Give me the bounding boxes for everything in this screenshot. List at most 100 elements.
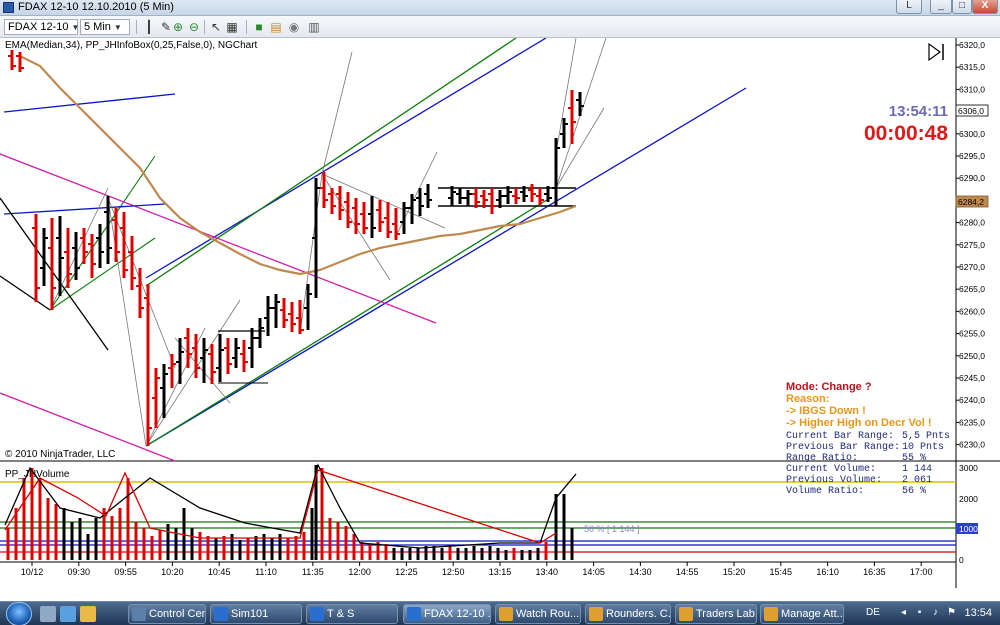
pen-icon[interactable]: ✎ <box>160 20 172 34</box>
volume-icon[interactable]: ♪ <box>933 607 938 618</box>
chart-area[interactable]: 6320,06315,06310,06305,06300,06295,06290… <box>0 37 1000 601</box>
chart-trader-icon[interactable]: ▥ <box>308 20 320 34</box>
ohlc-bar <box>568 90 576 144</box>
properties-icon[interactable]: ▦ <box>226 20 238 34</box>
ohlc-bar <box>416 188 424 216</box>
taskbar-button[interactable]: T & S <box>306 604 398 624</box>
volume-trend-black <box>4 463 577 549</box>
info-stat-label: Volume Ratio: <box>786 486 865 497</box>
volume-bar <box>376 542 380 560</box>
time-tick-label: 14:05 <box>582 567 605 577</box>
magenta-trendline-lower[interactable] <box>0 392 176 462</box>
indicator-label: EMA(Median,34), PP_JHInfoBox(0,25,False,… <box>5 40 258 51</box>
restore-button[interactable]: L <box>896 0 922 14</box>
taskbar-button[interactable]: Manage Att... <box>760 604 844 624</box>
system-tray: DE ◂ ▪ ♪ ⚑ 13:54 <box>850 602 1000 625</box>
time-tick-label: 11:10 <box>255 567 277 577</box>
network-icon[interactable]: ▪ <box>917 607 922 618</box>
tray-arrow-icon[interactable]: ◂ <box>900 607 907 618</box>
data-box-icon[interactable]: ■ <box>255 20 263 34</box>
volume-tick-label: 3000 <box>959 463 978 473</box>
ohlc-bar <box>96 224 104 268</box>
copyright-label: © 2010 NinjaTrader, LLC <box>5 449 115 460</box>
info-stat-label: Previous Bar Range: <box>786 442 901 453</box>
internet-explorer-icon[interactable] <box>60 606 76 622</box>
volume-bar <box>294 536 298 560</box>
chart-toolbar: FDAX 12-10 ▼ 5 Min ▼ ┃ ✎ ⊕ ⊖ ↖ ▦ ■ ▤ ◉ ▥ <box>0 16 1000 38</box>
strategies-icon[interactable]: ◉ <box>288 20 300 34</box>
volume-bar <box>544 542 548 560</box>
app-icon <box>132 607 146 621</box>
taskbar-button[interactable]: FDAX 12-10 ... <box>403 604 491 624</box>
taskbar-button[interactable]: Traders Lab... <box>675 604 757 624</box>
green-channel-upper[interactable] <box>145 37 517 287</box>
volume-bar <box>110 516 114 560</box>
volume-bar <box>368 544 372 560</box>
volume-bar <box>254 536 258 560</box>
taskbar-button[interactable]: Control Cen... <box>128 604 206 624</box>
flag-icon[interactable]: ⚑ <box>947 607 956 618</box>
folder-icon[interactable] <box>80 606 96 622</box>
system-clock[interactable]: 13:54 <box>964 607 992 619</box>
magenta-trendline[interactable] <box>0 153 437 324</box>
volume-bar <box>6 528 10 560</box>
info-stat-label: Current Bar Range: <box>786 431 895 442</box>
cursor-icon[interactable]: ↖ <box>210 20 222 34</box>
green-channel-lower[interactable] <box>145 197 551 447</box>
blue-channel-upper[interactable] <box>145 37 547 279</box>
volume-bar <box>562 494 566 560</box>
volume-bar <box>262 534 266 560</box>
chart-canvas[interactable]: 6320,06315,06310,06305,06300,06295,06290… <box>0 37 1000 601</box>
volume-bar <box>222 536 226 560</box>
start-button[interactable] <box>6 602 32 625</box>
ohlc-bar <box>64 228 72 288</box>
play-next-icon[interactable] <box>928 42 944 62</box>
show-desktop-icon[interactable] <box>40 606 56 622</box>
taskbar-button[interactable]: Sim101 <box>210 604 302 624</box>
zoom-in-icon[interactable]: ⊕ <box>172 20 184 34</box>
volume-bar <box>314 465 318 560</box>
language-indicator[interactable]: DE <box>866 607 880 618</box>
ohlc-bar <box>480 190 488 208</box>
time-tick-label: 12:50 <box>442 567 465 577</box>
price-axis: 6320,06315,06310,06305,06300,06295,06290… <box>956 40 985 450</box>
toolbar-separator <box>136 20 137 34</box>
blue-line-left-mid[interactable] <box>3 203 166 215</box>
ohlc-bar <box>560 118 568 148</box>
bar-style-icon[interactable]: ┃ <box>145 20 153 34</box>
info-stat-value: 55 % <box>902 453 927 464</box>
ohlc-bar <box>264 296 272 336</box>
zoom-out-icon[interactable]: ⊖ <box>188 20 200 34</box>
volume-bar <box>182 508 186 560</box>
volume-bar <box>408 548 412 560</box>
svg-text:1000: 1000 <box>959 524 978 534</box>
interval-selector[interactable]: 5 Min ▼ <box>80 19 130 35</box>
volume-bar <box>570 528 574 560</box>
info-reason-2: -> Higher High on Decr Vol ! <box>786 417 932 429</box>
blue-line-left-upper[interactable] <box>3 93 176 113</box>
black-trendline-left[interactable] <box>0 197 109 351</box>
minimize-button[interactable]: _ <box>930 0 952 14</box>
ohlc-bar <box>352 198 360 234</box>
instrument-selector[interactable]: FDAX 12-10 ▼ <box>4 19 79 35</box>
toolbar-separator <box>246 20 247 34</box>
taskbar-button[interactable]: Watch Rou... <box>495 604 581 624</box>
volume-bar <box>22 478 26 560</box>
ohlc-bar <box>376 200 384 232</box>
taskbar-button-label: T & S <box>327 608 355 620</box>
volume-bar <box>554 494 558 560</box>
indicators-icon[interactable]: ▤ <box>270 20 282 34</box>
ohlc-bar <box>184 328 192 368</box>
volume-bar <box>320 468 324 560</box>
price-tick-label: 6280,0 <box>959 218 985 228</box>
volume-bar <box>142 528 146 560</box>
black-trendline-left-lower[interactable] <box>0 275 51 311</box>
close-button[interactable]: X <box>972 0 998 14</box>
price-tick-label: 6235,0 <box>959 417 985 427</box>
green-line-left-lower[interactable] <box>49 237 156 311</box>
volume-bar <box>38 478 42 560</box>
taskbar-button[interactable]: Rounders. C... <box>585 604 671 624</box>
blue-channel-lower[interactable] <box>145 87 747 447</box>
time-tick-label: 15:45 <box>770 567 793 577</box>
maximize-button[interactable]: □ <box>952 0 972 14</box>
